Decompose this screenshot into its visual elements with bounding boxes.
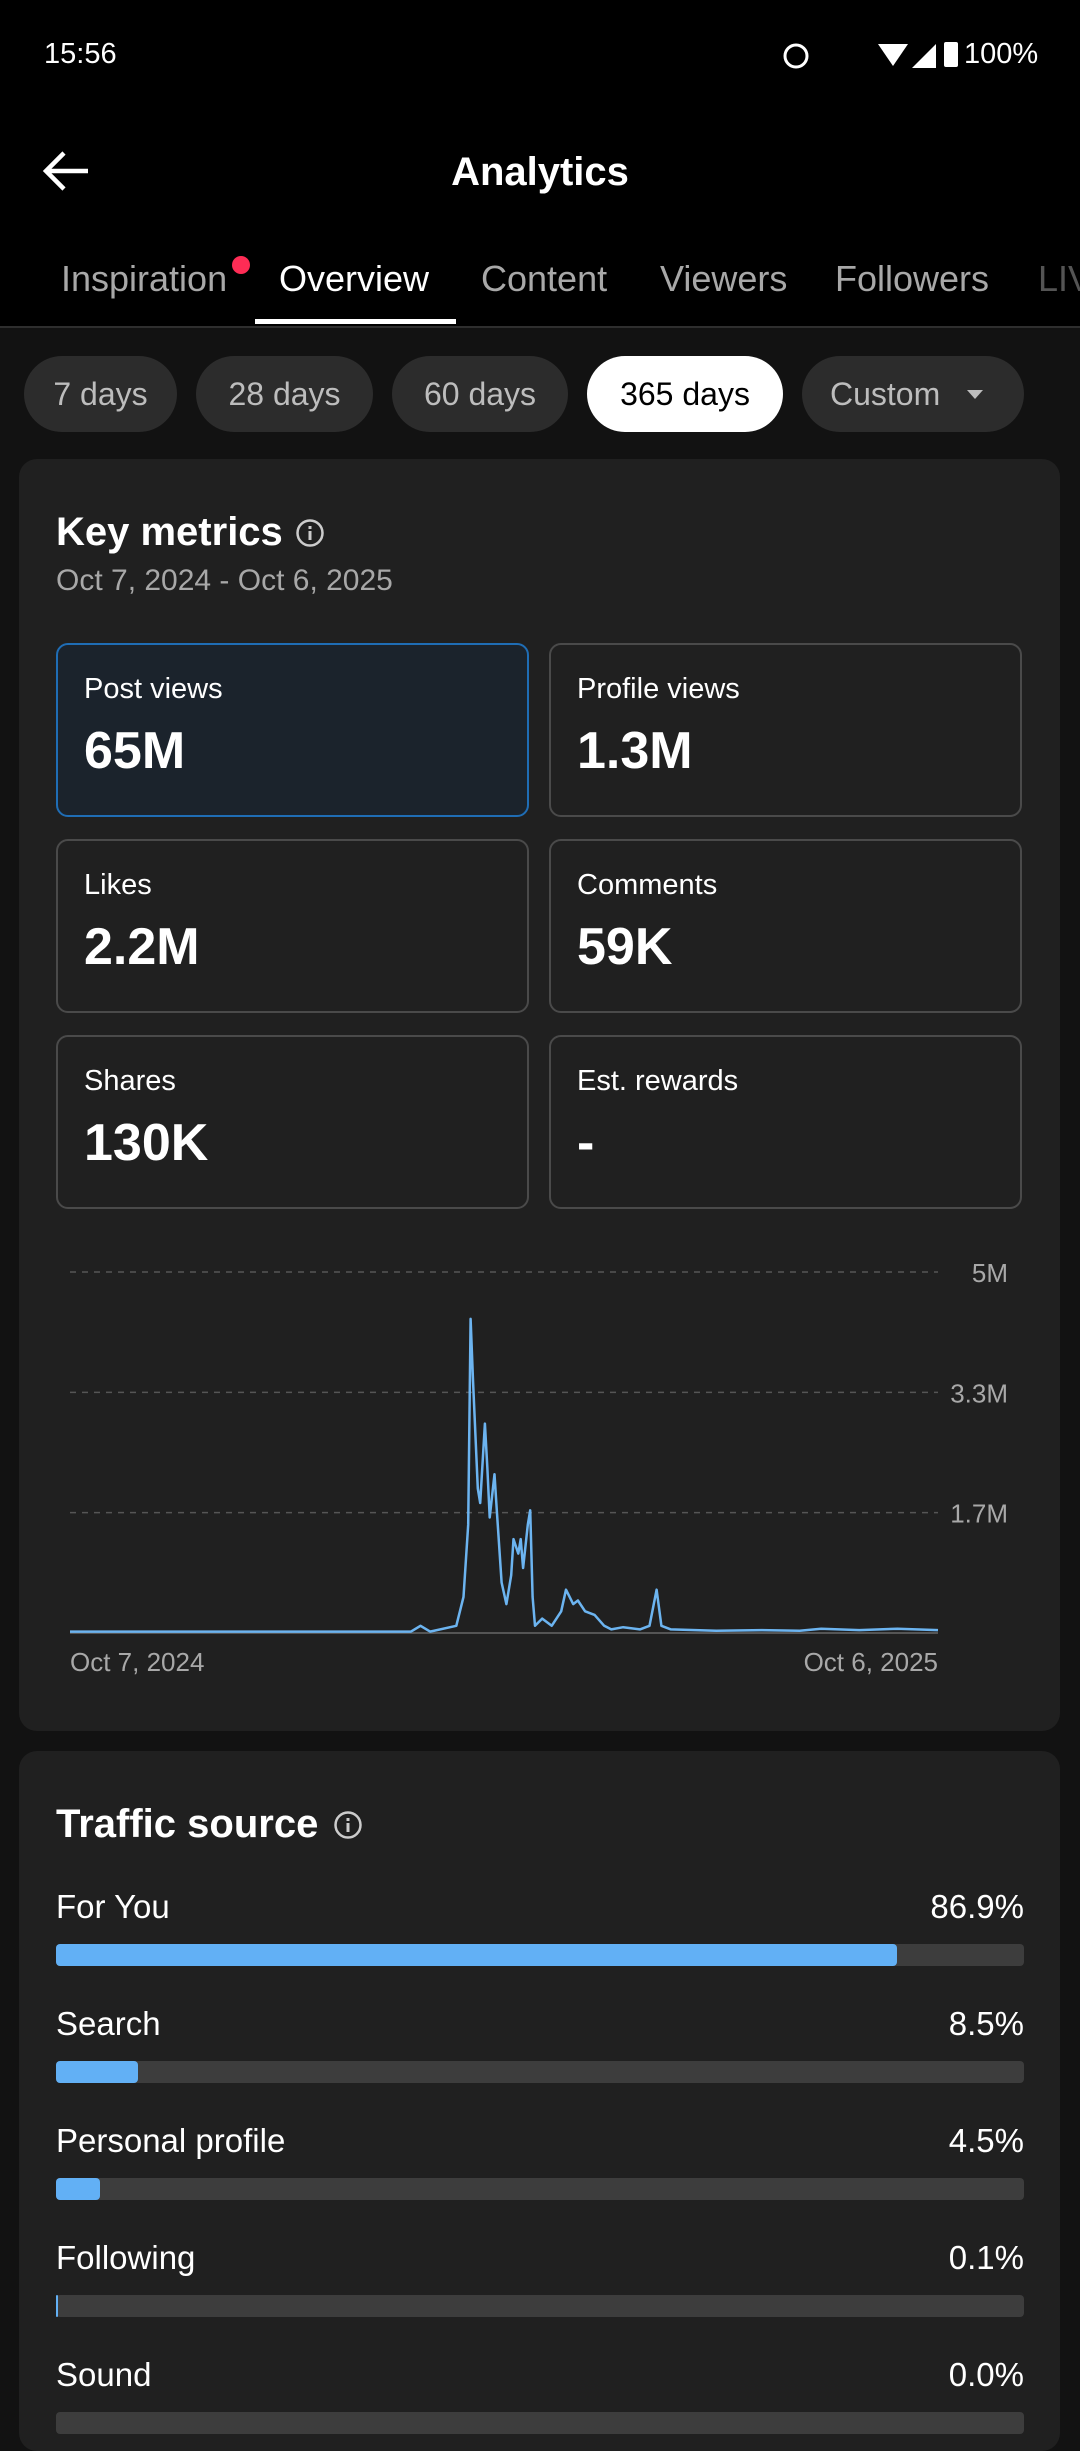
bar-track <box>56 2061 1024 2083</box>
metric-value: 65M <box>84 722 186 780</box>
status-time: 15:56 <box>44 38 117 70</box>
range-chip[interactable] <box>196 356 373 432</box>
back-button[interactable] <box>38 146 94 196</box>
metric-label: Profile views <box>577 673 740 705</box>
source-percent: 4.5% <box>948 2122 1024 2159</box>
bar-fill <box>56 2061 139 2083</box>
y-tick-label: 5M <box>972 1258 1008 1288</box>
tab[interactable]: Overview <box>279 258 430 299</box>
battery-icon <box>944 42 958 67</box>
y-tick-label: 1.7M <box>950 1499 1008 1529</box>
post-views-chart: 1.7M 3.3M 5M Oct 7, 2024 Oct 6, 2025 <box>70 1258 1008 1677</box>
metric-card[interactable] <box>549 1035 1022 1209</box>
source-percent: 86.9% <box>930 1888 1024 1925</box>
metric-card[interactable] <box>549 643 1022 817</box>
notification-dot <box>232 256 250 274</box>
metric-card[interactable] <box>56 839 529 1013</box>
bar-track <box>56 2295 1024 2317</box>
metric-label: Post views <box>84 673 223 705</box>
metric-card[interactable] <box>56 1035 529 1209</box>
bar-fill <box>56 2178 100 2200</box>
tab[interactable]: Inspiration <box>61 258 228 299</box>
source-name: Following <box>56 2239 196 2276</box>
range-chip-label: 7 days <box>53 376 148 412</box>
bar-fill <box>56 2295 58 2317</box>
section-title: Key metrics <box>56 510 283 554</box>
range-chip-label: 365 days <box>620 376 750 412</box>
range-chip-label: 60 days <box>423 376 537 412</box>
y-tick-label: 3.3M <box>950 1378 1008 1408</box>
traffic-source-card <box>19 1751 1060 2451</box>
metric-label: Comments <box>577 869 718 901</box>
range-chip[interactable] <box>587 356 783 432</box>
info-icon[interactable] <box>333 1810 363 1840</box>
metric-card[interactable] <box>56 643 529 817</box>
tab-indicator <box>255 319 456 324</box>
section-title: Traffic source <box>56 1802 319 1846</box>
tab[interactable]: Followers <box>835 258 990 299</box>
range-chip[interactable] <box>802 356 1024 432</box>
metric-value: - <box>577 1114 595 1172</box>
source-name: Sound <box>56 2356 152 2393</box>
range-chip-label: 28 days <box>228 376 341 412</box>
metric-label: Likes <box>84 869 152 901</box>
source-percent: 0.0% <box>948 2356 1024 2393</box>
bar-track <box>56 2412 1024 2434</box>
range-chip[interactable] <box>24 356 177 432</box>
x-tick-label: Oct 7, 2024 <box>70 1647 204 1677</box>
date-range: Oct 7, 2024 - Oct 6, 2025 <box>56 564 393 597</box>
range-chip[interactable] <box>392 356 568 432</box>
metric-card[interactable] <box>549 839 1022 1013</box>
metric-value: 130K <box>84 1114 209 1172</box>
source-percent: 8.5% <box>948 2005 1024 2042</box>
data-line <box>70 1317 939 1633</box>
tab[interactable]: LIVE <box>1038 258 1080 299</box>
source-name: Search <box>56 2005 161 2042</box>
bar-track <box>56 2178 1024 2200</box>
tab-divider <box>0 326 1080 328</box>
bar-fill <box>56 1944 898 1966</box>
info-icon[interactable] <box>295 518 325 548</box>
metric-value: 2.2M <box>84 918 200 976</box>
source-name: For You <box>56 1888 170 1925</box>
metric-value: 59K <box>577 918 673 976</box>
status-icons <box>783 43 936 69</box>
source-percent: 0.1% <box>948 2239 1024 2276</box>
tab[interactable]: Content <box>481 258 608 299</box>
tab[interactable]: Viewers <box>660 258 788 299</box>
x-tick-label: Oct 6, 2025 <box>804 1647 938 1677</box>
page-title: Analytics <box>451 150 629 194</box>
metric-label: Shares <box>84 1065 176 1097</box>
metric-value: 1.3M <box>577 722 693 780</box>
dropdown-arrow <box>967 390 983 399</box>
metric-label: Est. rewards <box>577 1065 739 1097</box>
source-name: Personal profile <box>56 2122 286 2159</box>
range-chip-label: Custom <box>830 376 941 412</box>
battery-level: 100% <box>964 38 1039 70</box>
app-bar <box>0 110 1080 328</box>
